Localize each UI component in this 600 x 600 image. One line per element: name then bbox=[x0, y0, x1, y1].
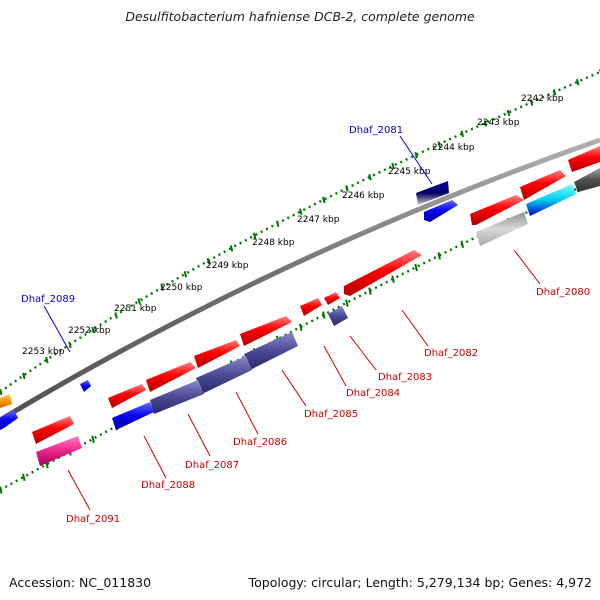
gene-label-2083[interactable]: Dhaf_2083 bbox=[378, 372, 432, 383]
scale-label-2253: 2253 kbp bbox=[22, 347, 65, 357]
scale-label-2252: 2252 kbp bbox=[68, 326, 111, 336]
outer-scale-track bbox=[0, 70, 600, 393]
outer-tick-mark bbox=[275, 220, 280, 227]
gene-label-2081[interactable]: Dhaf_2081 bbox=[349, 125, 403, 136]
gene-label-2080[interactable]: Dhaf_2080 bbox=[536, 287, 590, 298]
gene-label-2087[interactable]: Dhaf_2087 bbox=[185, 460, 239, 471]
accession-text: Accession: NC_011830 bbox=[9, 575, 152, 590]
outer-tick-mark bbox=[68, 341, 72, 349]
scale-label-2247: 2247 kbp bbox=[297, 215, 340, 225]
gene-labels: Dhaf_2081 Dhaf_2089 Dhaf_2080 Dhaf_2082 … bbox=[21, 125, 590, 525]
gene-label-2088[interactable]: Dhaf_2088 bbox=[141, 480, 195, 491]
outer-tick-mark bbox=[391, 162, 395, 170]
inner-tick-mark bbox=[345, 299, 349, 307]
gene-arrow-2089[interactable] bbox=[80, 380, 91, 392]
gene-arrow-darkgray[interactable] bbox=[574, 168, 600, 192]
inner-tick-mark bbox=[322, 311, 326, 319]
gene-label-2091[interactable]: Dhaf_2091 bbox=[66, 514, 120, 525]
outer-tick-mark bbox=[229, 245, 234, 252]
inner-tick-mark bbox=[0, 486, 3, 494]
scale-label-2244: 2244 kbp bbox=[432, 143, 475, 153]
gene-arrow-purple-2085[interactable] bbox=[244, 332, 298, 370]
gene-arrow-right-red[interactable] bbox=[568, 146, 600, 172]
outer-tick-mark bbox=[322, 196, 326, 204]
gene-arrow-left-blue[interactable] bbox=[0, 410, 18, 430]
gene-arrow-left-orange[interactable] bbox=[0, 394, 12, 408]
gene-arrow-2080a[interactable] bbox=[470, 195, 524, 225]
outer-tick-mark bbox=[483, 120, 488, 127]
forward-strand-genes bbox=[0, 146, 600, 444]
inner-tick-mark bbox=[91, 435, 95, 444]
outer-tick-mark bbox=[414, 152, 418, 159]
label-leader-lines bbox=[43, 135, 541, 511]
gene-arrow-blue-2088[interactable] bbox=[112, 402, 154, 430]
gene-label-2084[interactable]: Dhaf_2084 bbox=[346, 388, 400, 399]
gene-arrow-purple-2083[interactable] bbox=[328, 306, 348, 326]
reverse-strand-genes bbox=[36, 168, 600, 466]
outer-tick-mark bbox=[22, 372, 26, 380]
scale-label-2242: 2242 kbp bbox=[521, 94, 564, 104]
genome-title: Desulfitobacterium hafniense DCB-2, comp… bbox=[125, 9, 475, 24]
gene-arrow-2086[interactable] bbox=[194, 340, 240, 368]
scale-labels: 2242 kbp 2243 kbp 2244 kbp 2245 kbp 2246… bbox=[22, 94, 564, 357]
gene-arrow-2080b[interactable] bbox=[520, 170, 566, 200]
scale-label-2250: 2250 kbp bbox=[160, 283, 203, 293]
gene-arrow-cyan[interactable] bbox=[526, 184, 576, 216]
gene-arrow-pink-2091[interactable] bbox=[36, 436, 82, 466]
outer-tick-mark bbox=[506, 109, 511, 117]
outer-tick-mark bbox=[160, 284, 165, 291]
outer-tick-mark bbox=[437, 141, 441, 148]
gene-arrow-2081[interactable] bbox=[416, 181, 449, 205]
outer-tick-mark bbox=[91, 326, 95, 334]
outer-tick-mark bbox=[0, 388, 3, 396]
outer-tick-mark bbox=[529, 99, 534, 106]
outer-tick-mark bbox=[552, 89, 557, 96]
gene-arrow-2091[interactable] bbox=[32, 416, 74, 444]
scale-label-2243: 2243 kbp bbox=[477, 118, 520, 128]
outer-tick-mark bbox=[299, 208, 303, 215]
inner-tick-mark bbox=[414, 263, 418, 272]
outer-ticks bbox=[0, 69, 600, 396]
outer-tick-mark bbox=[252, 232, 257, 240]
outer-tick-mark bbox=[45, 356, 49, 364]
outer-tick-mark bbox=[460, 130, 465, 138]
gene-arrow-2088[interactable] bbox=[108, 384, 146, 408]
gene-arrow-blue-top[interactable] bbox=[424, 200, 458, 222]
gene-label-2089[interactable]: Dhaf_2089 bbox=[21, 294, 75, 305]
gene-arrow-2083[interactable] bbox=[324, 292, 340, 305]
inner-tick-mark bbox=[368, 287, 372, 295]
topology-summary: Topology: circular; Length: 5,279,134 bp… bbox=[248, 575, 592, 590]
gene-label-2082[interactable]: Dhaf_2082 bbox=[424, 348, 478, 359]
outer-tick-mark bbox=[345, 185, 349, 192]
scale-label-2251: 2251 kbp bbox=[114, 304, 157, 314]
outer-tick-mark bbox=[368, 174, 372, 181]
gene-arrow-2082[interactable] bbox=[344, 250, 422, 296]
scale-label-2248: 2248 kbp bbox=[252, 238, 295, 248]
outer-tick-mark bbox=[114, 312, 118, 319]
outer-tick-mark bbox=[575, 78, 580, 86]
scale-label-2245: 2245 kbp bbox=[388, 167, 431, 177]
scale-label-2249: 2249 kbp bbox=[206, 261, 249, 271]
outer-tick-mark bbox=[183, 270, 188, 278]
outer-tick-mark bbox=[206, 257, 211, 265]
outer-tick-mark bbox=[137, 298, 141, 305]
inner-tick-mark bbox=[437, 252, 441, 260]
gene-arrow-gray-2080[interactable] bbox=[476, 212, 528, 246]
gene-arrow-purple-2086[interactable] bbox=[196, 356, 252, 394]
gene-label-2085[interactable]: Dhaf_2085 bbox=[304, 409, 358, 420]
scale-label-2246: 2246 kbp bbox=[342, 191, 385, 201]
inner-tick-mark bbox=[460, 240, 465, 249]
gene-arrow-2084[interactable] bbox=[300, 298, 322, 316]
gene-label-2086[interactable]: Dhaf_2086 bbox=[233, 437, 287, 448]
gene-arrow-2085[interactable] bbox=[240, 316, 292, 346]
gene-arrow-purple-2087[interactable] bbox=[150, 380, 204, 414]
gene-arrow-2087[interactable] bbox=[146, 362, 196, 392]
genome-backbone bbox=[0, 137, 600, 423]
inner-tick-mark bbox=[299, 323, 303, 331]
inner-tick-mark bbox=[391, 275, 395, 283]
inner-tick-mark bbox=[22, 473, 26, 482]
